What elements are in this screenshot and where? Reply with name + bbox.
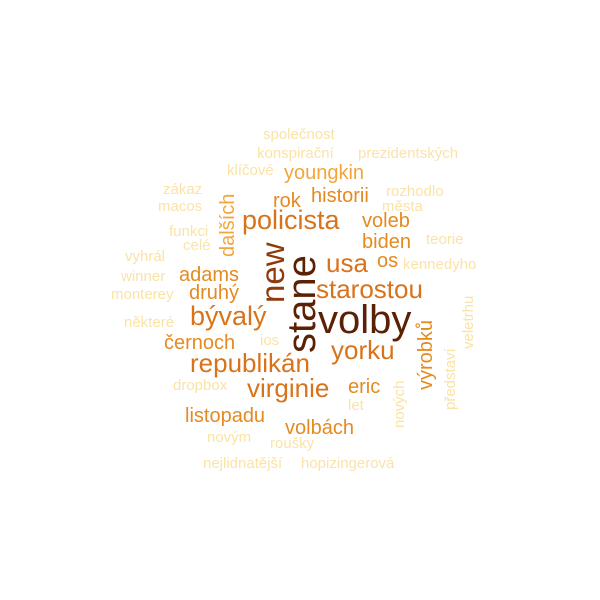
word-klicove: klíčové <box>227 162 274 179</box>
word-rousky: roušky <box>270 435 315 452</box>
word-dalsich: dalších <box>217 193 239 257</box>
word-macos: macos <box>158 198 203 215</box>
word-policista: policista <box>242 205 340 235</box>
word-virginie: virginie <box>247 373 330 403</box>
word-konspiracni: konspirační <box>257 145 334 162</box>
word-voleb: voleb <box>362 210 410 232</box>
word-ios: ios <box>260 332 280 349</box>
word-listopadu: listopadu <box>185 405 266 427</box>
word-teorie: teorie <box>426 231 464 248</box>
word-zakaz: zákaz <box>163 181 203 198</box>
word-mesta: města <box>382 198 423 215</box>
word-novych: nových <box>391 380 408 428</box>
word-eric: eric <box>348 376 381 398</box>
word-stane: stane <box>280 255 324 353</box>
word-volbach: volbách <box>285 417 354 439</box>
word-rok: rok <box>273 190 301 212</box>
word-hopizingerova: hopizingerová <box>301 455 395 472</box>
word-druhy: druhý <box>189 282 240 304</box>
word-dropbox: dropbox <box>173 377 228 394</box>
word-vyrobku: výrobků <box>415 319 437 390</box>
word-nektere: některé <box>124 314 175 331</box>
word-byvaly: bývalý <box>190 301 267 331</box>
word-usa: usa <box>326 248 368 278</box>
word-funkci: funkci <box>169 223 209 240</box>
word-monterey: monterey <box>111 286 174 303</box>
word-prezidentskych: prezidentských <box>358 145 459 162</box>
word-republikan: republikán <box>190 348 310 378</box>
word-let: let <box>348 397 364 414</box>
word-volby: volby <box>318 298 412 342</box>
word-vyhral: vyhrál <box>125 248 166 265</box>
word-rozhodlo: rozhodlo <box>386 183 444 200</box>
word-cele: celé <box>183 237 211 254</box>
word-youngkin: youngkin <box>284 162 365 184</box>
word-adams: adams <box>179 264 240 286</box>
word-yorku: yorku <box>331 335 395 365</box>
word-nejlidnatejsi: nejlidnatější <box>203 455 283 472</box>
word-historii: historii <box>311 185 369 207</box>
word-winner: winner <box>121 268 166 285</box>
word-os: os <box>377 250 399 272</box>
word-veletrhu: veletrhu <box>460 295 477 349</box>
word-novym: novým <box>207 429 252 446</box>
word-cernoch: černoch <box>164 332 236 354</box>
word-biden: biden <box>362 231 411 253</box>
word-starostou: starostou <box>316 274 423 304</box>
word-predstavi: představí <box>442 348 459 410</box>
word-kennedyho: kennedyho <box>403 256 477 273</box>
word-spolecnost: společnost <box>263 126 335 143</box>
